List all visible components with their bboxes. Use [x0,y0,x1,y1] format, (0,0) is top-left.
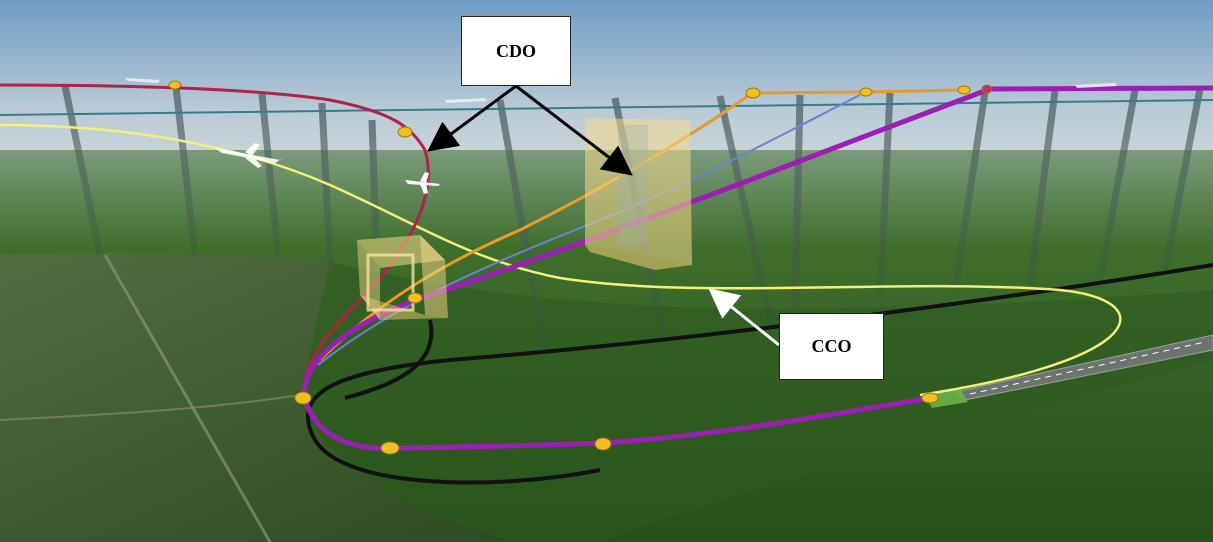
altitude-window [357,235,448,320]
forest-area-2 [300,262,1213,542]
forest-area [0,252,520,542]
ground-track-lower [344,319,434,400]
cdo-arrow [427,84,517,152]
cco-arrow [708,288,780,347]
road [103,254,272,542]
cco-label: CCO [779,313,884,380]
ground-track [305,263,1213,485]
cdo-path [0,83,430,399]
aircraft-icon [125,78,1117,103]
cdo-label: CDO [461,16,571,86]
waypoint-marker-icon [168,80,993,455]
reference-altitude-line [0,99,1213,116]
aircraft-icon [215,143,284,168]
altitude-window [585,118,692,270]
cdo-arrow [515,84,633,176]
aircraft-icon [405,172,442,194]
road [0,394,301,421]
